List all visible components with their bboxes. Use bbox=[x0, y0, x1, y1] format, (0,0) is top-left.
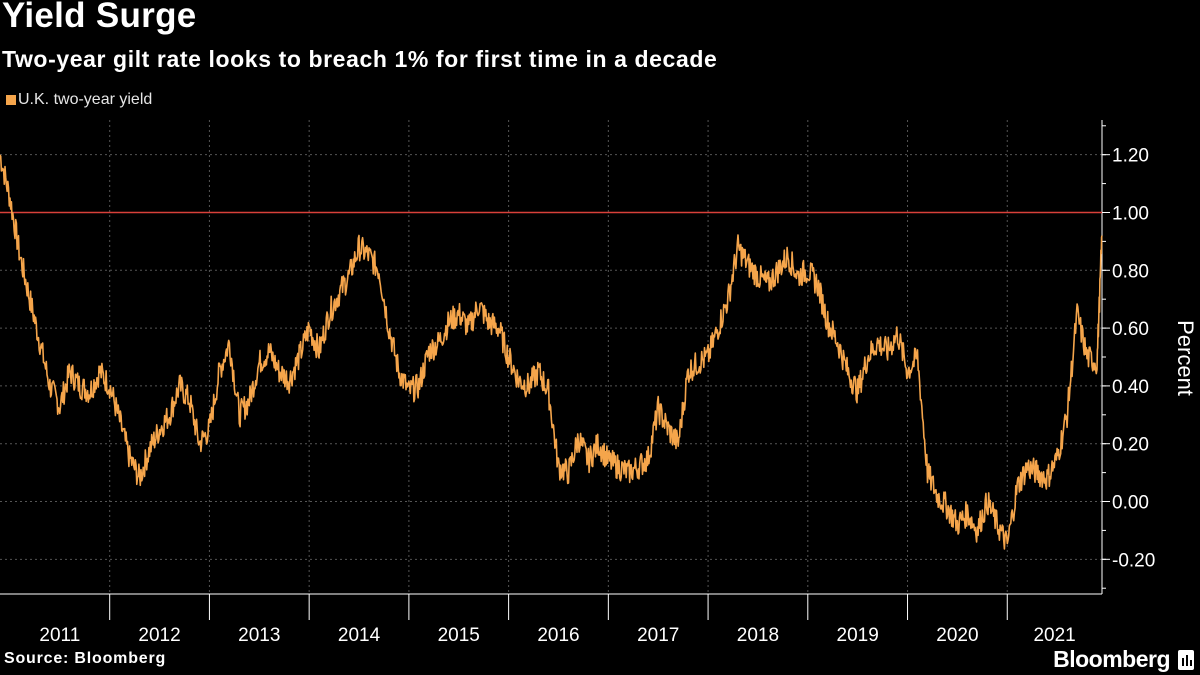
chart-subtitle: Two-year gilt rate looks to breach 1% fo… bbox=[2, 46, 718, 72]
brand-logo: Bloomberg bbox=[1053, 646, 1170, 672]
chart-title: Yield Surge bbox=[2, 0, 197, 35]
x-tick-label: 2013 bbox=[238, 625, 280, 646]
x-tick-label: 2021 bbox=[1033, 625, 1075, 646]
y-tick-label: 1.20 bbox=[1112, 146, 1149, 167]
x-tick-label: 2015 bbox=[438, 625, 480, 646]
y-axis-label: Percent bbox=[1173, 320, 1198, 396]
y-tick-label: -0.20 bbox=[1112, 550, 1155, 571]
legend-swatch bbox=[6, 95, 16, 105]
source-note: Source: Bloomberg bbox=[4, 650, 167, 667]
grid-lines bbox=[0, 120, 1102, 594]
x-tick-label: 2016 bbox=[537, 625, 579, 646]
x-tick-label: 2019 bbox=[837, 625, 879, 646]
x-tick-label: 2011 bbox=[39, 625, 80, 646]
series-group bbox=[0, 154, 1103, 550]
y-tick-label: 0.60 bbox=[1112, 319, 1149, 340]
legend: U.K. two-year yield bbox=[6, 91, 152, 109]
y-tick-label: 0.00 bbox=[1112, 493, 1149, 514]
y-tick-label: 0.20 bbox=[1112, 435, 1149, 456]
tick-labels: -0.20 0.00 0.20 0.40 0.60 0.80 1.00 1.20 2011 201… bbox=[39, 146, 1155, 646]
x-tick-label: 2012 bbox=[138, 625, 180, 646]
series-line bbox=[0, 154, 1103, 550]
y-tick-label: 1.00 bbox=[1112, 203, 1149, 224]
y-tick-label: 0.40 bbox=[1112, 377, 1149, 398]
x-tick-label: 2014 bbox=[338, 625, 381, 646]
axes bbox=[0, 120, 1110, 620]
y-tick-label: 0.80 bbox=[1112, 261, 1149, 282]
x-tick-label: 2020 bbox=[936, 625, 978, 646]
x-tick-label: 2017 bbox=[637, 625, 679, 646]
x-tick-label: 2018 bbox=[737, 625, 779, 646]
terminal-icon bbox=[1178, 650, 1194, 670]
legend-label: U.K. two-year yield bbox=[18, 91, 153, 108]
